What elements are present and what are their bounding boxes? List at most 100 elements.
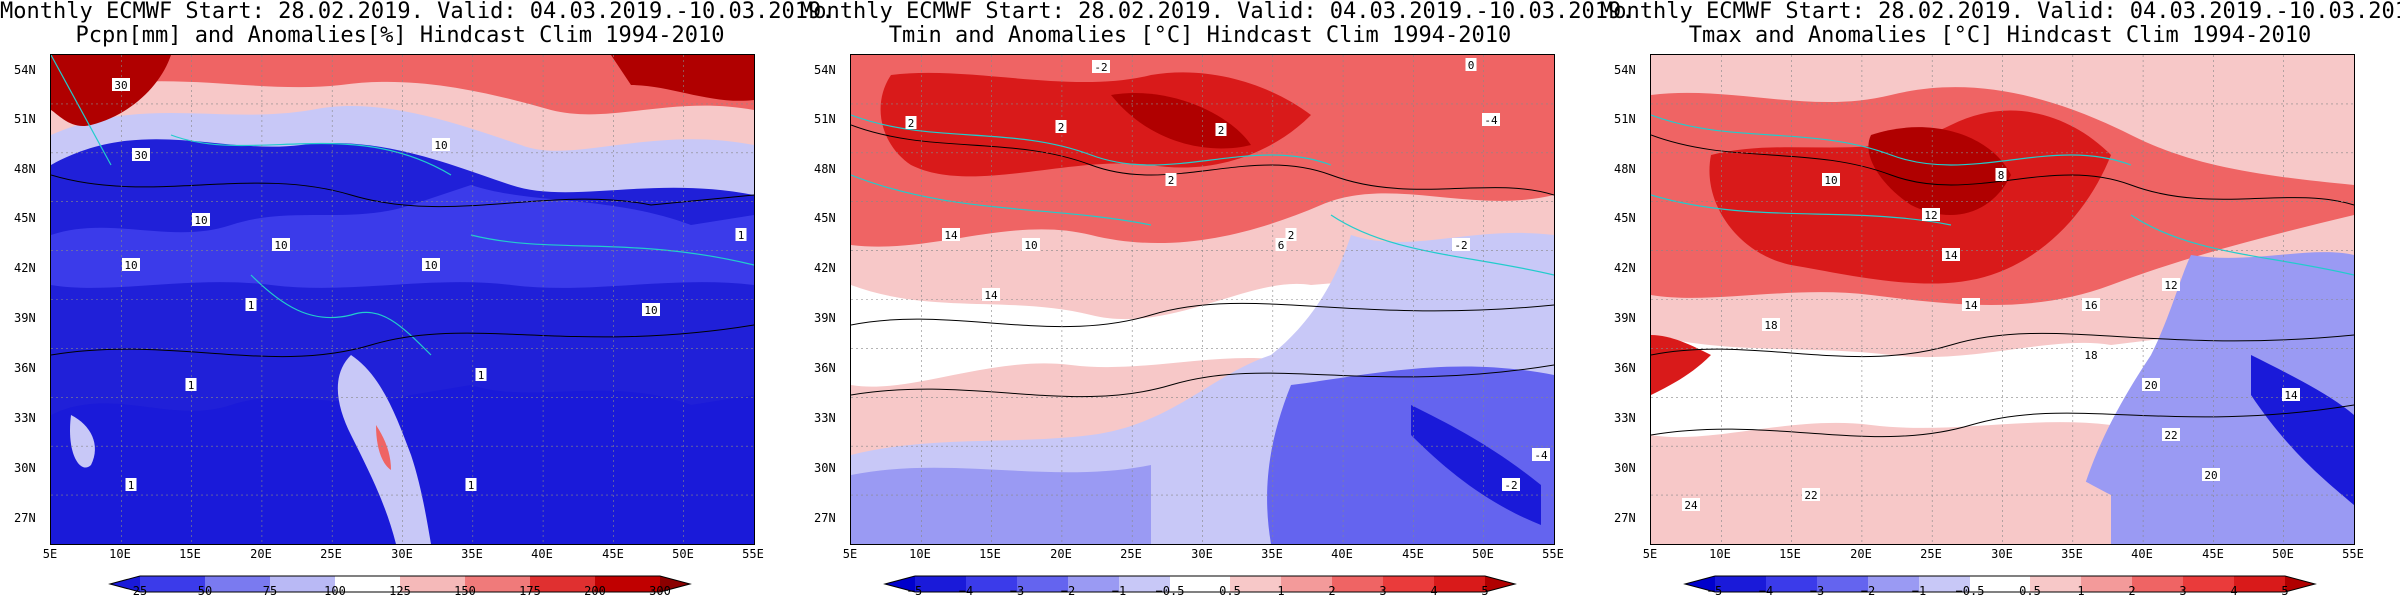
lon-label: 45E <box>602 547 624 561</box>
contour-label: 2 <box>1215 123 1227 137</box>
cbar-seg <box>530 576 595 592</box>
svg-text:14: 14 <box>944 229 958 242</box>
contour-label: -4 <box>1482 113 1500 127</box>
cbar-label: −3 <box>1009 584 1025 598</box>
contour-label: 30 <box>132 148 150 162</box>
lat-label: 39N <box>814 311 836 325</box>
svg-text:10: 10 <box>194 214 207 227</box>
contour-label: 22 <box>2162 428 2180 442</box>
svg-text:0: 0 <box>1468 59 1475 72</box>
lat-label: 39N <box>14 311 36 325</box>
cbar-label: 25 <box>132 584 148 598</box>
svg-text:-2: -2 <box>1504 479 1517 492</box>
cbar-seg <box>2234 576 2285 592</box>
contour-label: 8 <box>1995 168 2007 182</box>
cbar-label: 1 <box>1277 584 1285 598</box>
cbar-seg <box>1119 576 1170 592</box>
cbar-seg <box>1332 576 1383 592</box>
svg-text:12: 12 <box>2164 279 2177 292</box>
contour-label: 6 <box>1275 238 1287 252</box>
lon-label: 50E <box>2272 547 2294 561</box>
contour-label: 12 <box>2162 278 2180 292</box>
cbar-seg <box>2030 576 2081 592</box>
lat-label: 33N <box>1614 411 1636 425</box>
cbar-seg <box>335 576 400 592</box>
cbar-label: 100 <box>324 584 346 598</box>
panel-title-line1: Monthly ECMWF Start: 28.02.2019. Valid: … <box>1600 0 2400 24</box>
cbar-label: 0.5 <box>2019 584 2041 598</box>
svg-text:10: 10 <box>274 239 287 252</box>
cbar-seg <box>1434 576 1485 592</box>
svg-text:1: 1 <box>128 479 135 492</box>
cbar-label: −1 <box>1911 584 1927 598</box>
cbar-seg <box>2081 576 2132 592</box>
svg-text:2: 2 <box>1058 121 1065 134</box>
cbar-label: 150 <box>454 584 476 598</box>
tmin-map: -2 2 2 2 2 2 0 -4 -2 6 10 14 14 -2 -4 <box>850 54 1555 545</box>
lat-label: 36N <box>814 361 836 375</box>
lon-label: 5E <box>42 547 58 561</box>
svg-text:-2: -2 <box>1094 61 1107 74</box>
svg-text:-2: -2 <box>1454 239 1467 252</box>
cbar-seg <box>1230 576 1281 592</box>
lat-label: 39N <box>1614 311 1636 325</box>
cbar-label: 50 <box>197 584 213 598</box>
svg-text:14: 14 <box>1944 249 1958 262</box>
svg-text:20: 20 <box>2144 379 2157 392</box>
contour-label: 20 <box>2142 378 2160 392</box>
cbar-seg <box>1281 576 1332 592</box>
cbar-seg <box>270 576 335 592</box>
svg-text:16: 16 <box>2084 299 2097 312</box>
panel-title-line1: Monthly ECMWF Start: 28.02.2019. Valid: … <box>800 0 1635 24</box>
lat-label: 30N <box>814 461 836 475</box>
contour-label: 12 <box>1922 208 1940 222</box>
lon-label: 50E <box>1472 547 1494 561</box>
cbar-seg <box>1170 576 1230 592</box>
cbar-seg <box>1485 576 1515 592</box>
contour-label: 2 <box>1165 173 1177 187</box>
lat-label: 51N <box>814 112 836 126</box>
cbar-label: 2 <box>1328 584 1336 598</box>
lon-label: 50E <box>672 547 694 561</box>
cbar-seg <box>885 576 915 592</box>
lat-label: 36N <box>1614 361 1636 375</box>
precip-map: 30 30 10 10 10 10 10 10 1 1 1 1 1 1 <box>50 54 755 545</box>
lat-label: 45N <box>814 211 836 225</box>
contour-label: 1 <box>245 298 257 312</box>
cbar-label: 75 <box>262 584 278 598</box>
cbar-label: 5 <box>1481 584 1489 598</box>
panel-title-line2: Tmin and Anomalies [°C] Hindcast Clim 19… <box>888 23 1512 48</box>
cbar-seg <box>110 576 140 592</box>
svg-text:10: 10 <box>124 259 137 272</box>
cbar-seg <box>1017 576 1068 592</box>
svg-text:1: 1 <box>478 369 485 382</box>
cbar-label: −4 <box>958 584 974 598</box>
contour-label: 1 <box>735 228 747 242</box>
contour-label: -2 <box>1092 60 1110 74</box>
lat-label: 33N <box>14 411 36 425</box>
lon-label: 15E <box>179 547 201 561</box>
lon-label: 30E <box>391 547 413 561</box>
lon-label: 40E <box>531 547 553 561</box>
lat-label: 27N <box>1614 511 1636 525</box>
contour-label: 18 <box>1762 318 1780 332</box>
lat-label: 42N <box>814 261 836 275</box>
svg-text:1: 1 <box>738 229 745 242</box>
panel-title-line2: Pcpn[mm] and Anomalies[%] Hindcast Clim … <box>75 23 725 48</box>
contour-label: 22 <box>1802 488 1820 502</box>
lat-label: 42N <box>14 261 36 275</box>
cbar-seg <box>2183 576 2234 592</box>
cbar-seg <box>1685 576 1715 592</box>
contour-label: 10 <box>272 238 290 252</box>
svg-text:10: 10 <box>434 139 447 152</box>
lon-label: 10E <box>909 547 931 561</box>
lat-label: 54N <box>1614 63 1636 77</box>
cbar-seg <box>1868 576 1919 592</box>
contour-label: 10 <box>642 303 660 317</box>
lat-label: 27N <box>814 511 836 525</box>
lon-label: 55E <box>1542 547 1564 561</box>
lon-label: 55E <box>742 547 764 561</box>
lon-label: 30E <box>1991 547 2013 561</box>
lat-label: 45N <box>14 211 36 225</box>
contour-label: 2 <box>1055 120 1067 134</box>
